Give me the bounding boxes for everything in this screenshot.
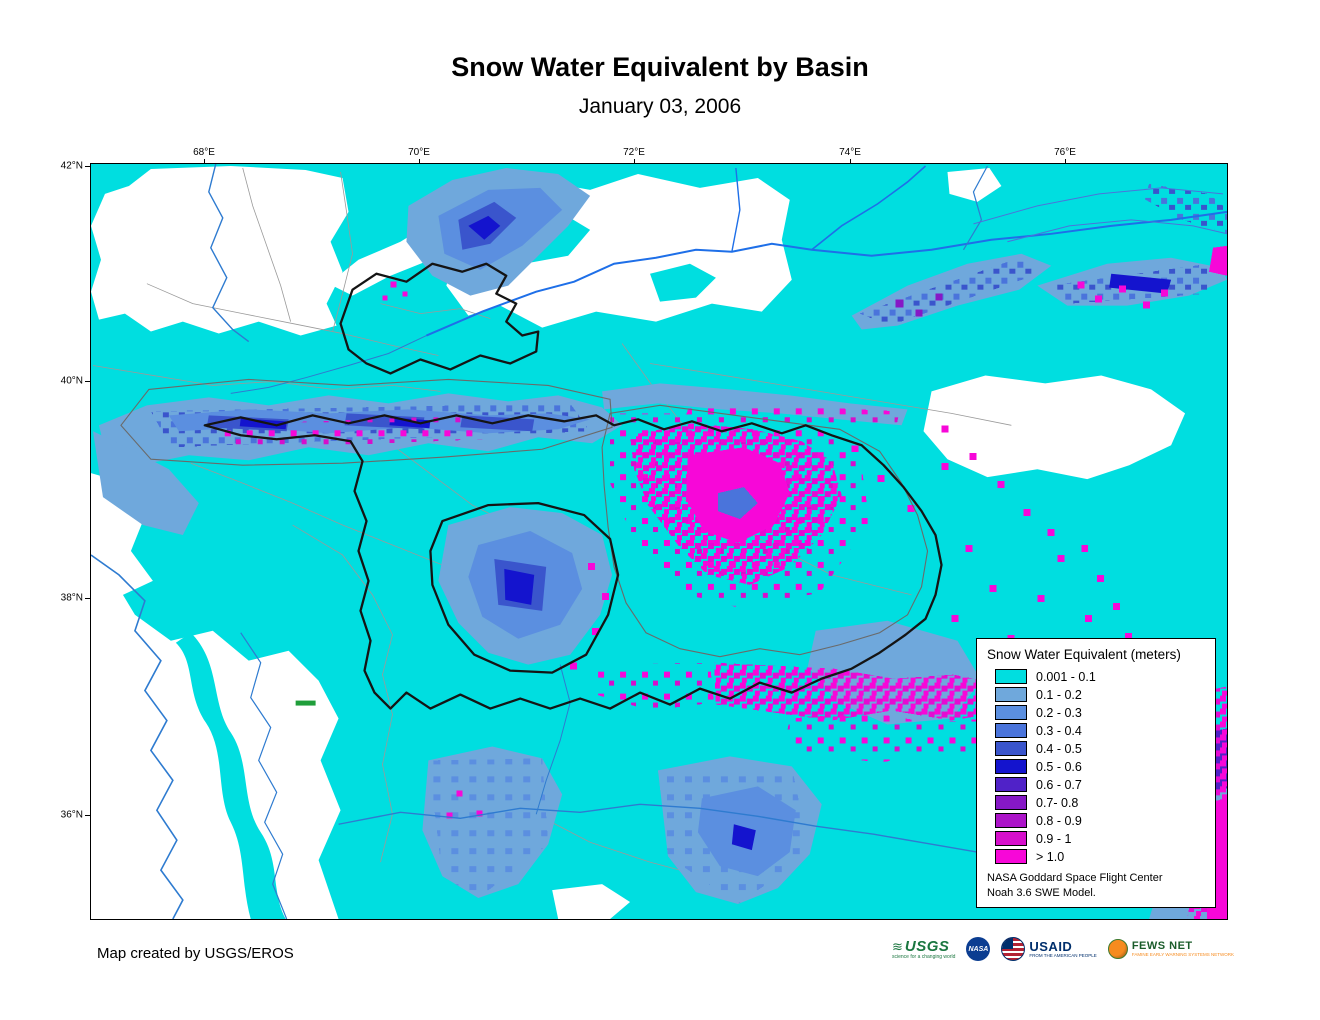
- legend-item: > 1.0: [995, 849, 1205, 865]
- usaid-tagline: FROM THE AMERICAN PEOPLE: [1029, 952, 1097, 958]
- legend-label: 0.4 - 0.5: [1036, 741, 1082, 756]
- x-tick-mark: [850, 159, 851, 164]
- y-tick-label: 36°N: [60, 809, 83, 821]
- x-tick-label: 72°E: [623, 147, 645, 158]
- legend-source: NASA Goddard Space Flight Center Noah 3.…: [987, 871, 1205, 900]
- legend-label: 0.2 - 0.3: [1036, 705, 1082, 720]
- legend-swatch: [995, 687, 1027, 703]
- legend-label: > 1.0: [1036, 849, 1065, 864]
- legend: Snow Water Equivalent (meters) 0.001 - 0…: [976, 638, 1216, 908]
- legend-label: 0.8 - 0.9: [1036, 813, 1082, 828]
- legend-item: 0.4 - 0.5: [995, 741, 1205, 757]
- nasa-name: NASA: [968, 945, 989, 953]
- usgs-tagline: science for a changing world: [892, 953, 956, 960]
- y-tick-mark: [85, 815, 90, 816]
- x-tick-label: 68°E: [193, 147, 215, 158]
- x-tick-mark: [204, 159, 205, 164]
- legend-swatch: [995, 831, 1027, 847]
- y-tick-label: 42°N: [60, 160, 83, 172]
- fewsnet-globe-icon: [1107, 939, 1128, 959]
- x-tick-label: 74°E: [839, 147, 861, 158]
- legend-label: 0.5 - 0.6: [1036, 759, 1082, 774]
- page-subtitle: January 03, 2006: [578, 95, 742, 118]
- legend-item: 0.1 - 0.2: [995, 687, 1205, 703]
- x-tick-mark: [1065, 159, 1066, 164]
- legend-item: 0.5 - 0.6: [995, 759, 1205, 775]
- legend-label: 0.7- 0.8: [1036, 795, 1079, 810]
- legend-item: 0.7- 0.8: [995, 795, 1205, 811]
- legend-item: 0.8 - 0.9: [995, 813, 1205, 829]
- legend-swatch: [995, 777, 1027, 793]
- x-tick-label: 76°E: [1054, 147, 1076, 158]
- deep-snow-layer: [210, 245, 1227, 919]
- page-title: Snow Water Equivalent by Basin: [451, 52, 869, 82]
- legend-swatch: [995, 849, 1027, 865]
- map-credit: Map created by USGS/EROS: [97, 945, 294, 962]
- legend-item: 0.9 - 1: [995, 831, 1205, 847]
- usgs-logo: ≋ USGS science for a changing world: [892, 939, 955, 960]
- y-tick-label: 40°N: [60, 375, 83, 387]
- legend-item: 0.001 - 0.1: [995, 669, 1205, 685]
- legend-label: 0.001 - 0.1: [1036, 669, 1096, 684]
- y-tick-mark: [85, 381, 90, 382]
- fewsnet-name: FEWS NET: [1131, 939, 1193, 952]
- usgs-name: USGS: [904, 937, 950, 955]
- nasa-logo: NASA: [966, 937, 991, 961]
- fewsnet-tagline: FAMINE EARLY WARNING SYSTEMS NETWORK: [1131, 951, 1234, 957]
- legend-item: 0.3 - 0.4: [995, 723, 1205, 739]
- legend-swatch: [995, 669, 1027, 685]
- y-tick-mark: [85, 598, 90, 599]
- usaid-seal-icon: [1001, 937, 1026, 961]
- legend-swatch: [995, 795, 1027, 811]
- legend-swatch: [995, 759, 1027, 775]
- legend-source-line2: Noah 3.6 SWE Model.: [987, 886, 1096, 899]
- legend-label: 0.3 - 0.4: [1036, 723, 1082, 738]
- legend-source-line1: NASA Goddard Space Flight Center: [987, 872, 1163, 885]
- legend-swatch: [995, 813, 1027, 829]
- logo-row: ≋ USGS science for a changing world NASA…: [892, 937, 1234, 961]
- usaid-name: USAID: [1029, 938, 1073, 954]
- x-tick-mark: [634, 159, 635, 164]
- usaid-logo: USAID FROM THE AMERICAN PEOPLE: [1001, 937, 1097, 961]
- legend-item: 0.2 - 0.3: [995, 705, 1205, 721]
- legend-label: 0.1 - 0.2: [1036, 687, 1082, 702]
- subbasin-boundaries-layer: [120, 378, 929, 658]
- legend-title: Snow Water Equivalent (meters): [987, 647, 1181, 663]
- nasa-emblem-icon: NASA: [966, 937, 991, 961]
- fewsnet-logo: FEWS NET FAMINE EARLY WARNING SYSTEMS NE…: [1107, 939, 1234, 959]
- y-tick-mark: [85, 166, 90, 167]
- x-tick-mark: [419, 159, 420, 164]
- legend-swatch: [995, 741, 1027, 757]
- usgs-wave-icon: ≋: [892, 938, 903, 954]
- usgs-logo-text: ≋ USGS science for a changing world: [892, 939, 955, 960]
- legend-item: 0.6 - 0.7: [995, 777, 1205, 793]
- vegetation-pixel: [295, 700, 316, 706]
- map-frame: 68°E 70°E 72°E 74°E 76°E 42°N 40°N 38°N …: [61, 147, 1228, 920]
- y-tick-label: 38°N: [60, 592, 83, 604]
- legend-label: 0.9 - 1: [1036, 831, 1072, 846]
- x-tick-label: 70°E: [408, 147, 430, 158]
- legend-swatch: [995, 723, 1027, 739]
- basin-boundaries-layer: [203, 262, 943, 710]
- legend-label: 0.6 - 0.7: [1036, 777, 1082, 792]
- legend-swatch: [995, 705, 1027, 721]
